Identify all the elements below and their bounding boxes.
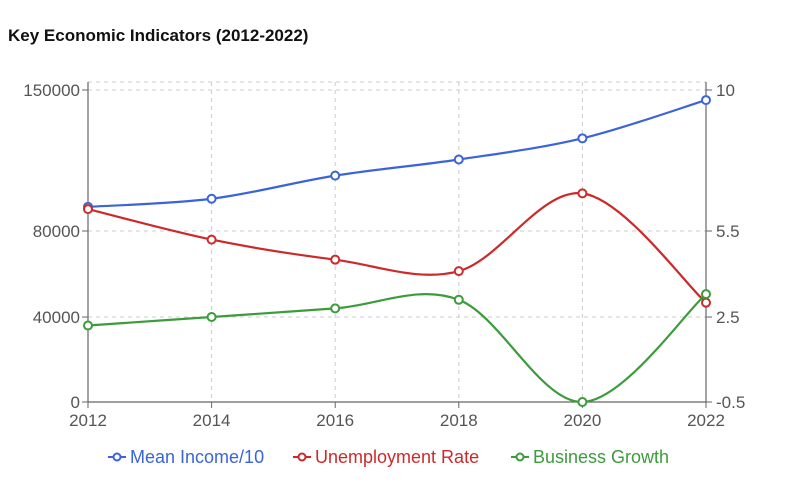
axes: 0 40000 80000 150000 -0.5 2.5 5.5 10 2012 2014 201… — [23, 81, 745, 430]
data-point — [577, 133, 588, 144]
series-line-2 — [87, 293, 707, 404]
left-tick-label: 0 — [71, 393, 80, 412]
right-tick-label: 2.5 — [716, 308, 740, 327]
left-tick-label: 40000 — [33, 308, 80, 327]
chart-title: Key Economic Indicators (2012-2022) — [8, 26, 309, 45]
data-point — [83, 320, 93, 331]
series-line-0 — [87, 99, 707, 208]
data-point — [453, 266, 464, 277]
x-tick-label: 2020 — [563, 411, 601, 430]
series-lines — [87, 99, 707, 404]
legend-label: Unemployment Rate — [315, 447, 479, 467]
data-point — [701, 289, 711, 300]
right-tick-label: 5.5 — [716, 222, 740, 241]
data-point — [83, 204, 93, 215]
data-point — [206, 234, 217, 245]
left-tick-label: 80000 — [33, 222, 80, 241]
data-point — [206, 312, 217, 322]
series-points — [83, 95, 711, 407]
data-point — [453, 294, 464, 305]
data-point — [577, 188, 588, 199]
x-tick-label: 2012 — [69, 411, 107, 430]
data-point — [330, 254, 341, 265]
right-tick-label: 10 — [716, 81, 735, 100]
legend-label: Mean Income/10 — [130, 447, 264, 467]
x-tick-label: 2016 — [316, 411, 354, 430]
legend-marker — [515, 452, 525, 462]
right-tick-label: -0.5 — [716, 393, 745, 412]
data-point — [206, 193, 217, 204]
data-point — [330, 170, 341, 181]
data-point — [701, 95, 711, 106]
data-point — [453, 154, 464, 165]
x-tick-label: 2014 — [193, 411, 231, 430]
data-point — [577, 397, 588, 407]
x-tick-label: 2018 — [440, 411, 478, 430]
data-point — [330, 303, 341, 314]
legend: Mean Income/10 Unemployment Rate Business … — [108, 447, 669, 467]
x-tick-label: 2022 — [687, 411, 725, 430]
legend-marker — [297, 452, 307, 462]
legend-label: Business Growth — [533, 447, 669, 467]
legend-marker — [112, 452, 122, 462]
data-point — [701, 297, 711, 308]
left-tick-label: 150000 — [23, 81, 80, 100]
series-line-1 — [87, 192, 707, 304]
